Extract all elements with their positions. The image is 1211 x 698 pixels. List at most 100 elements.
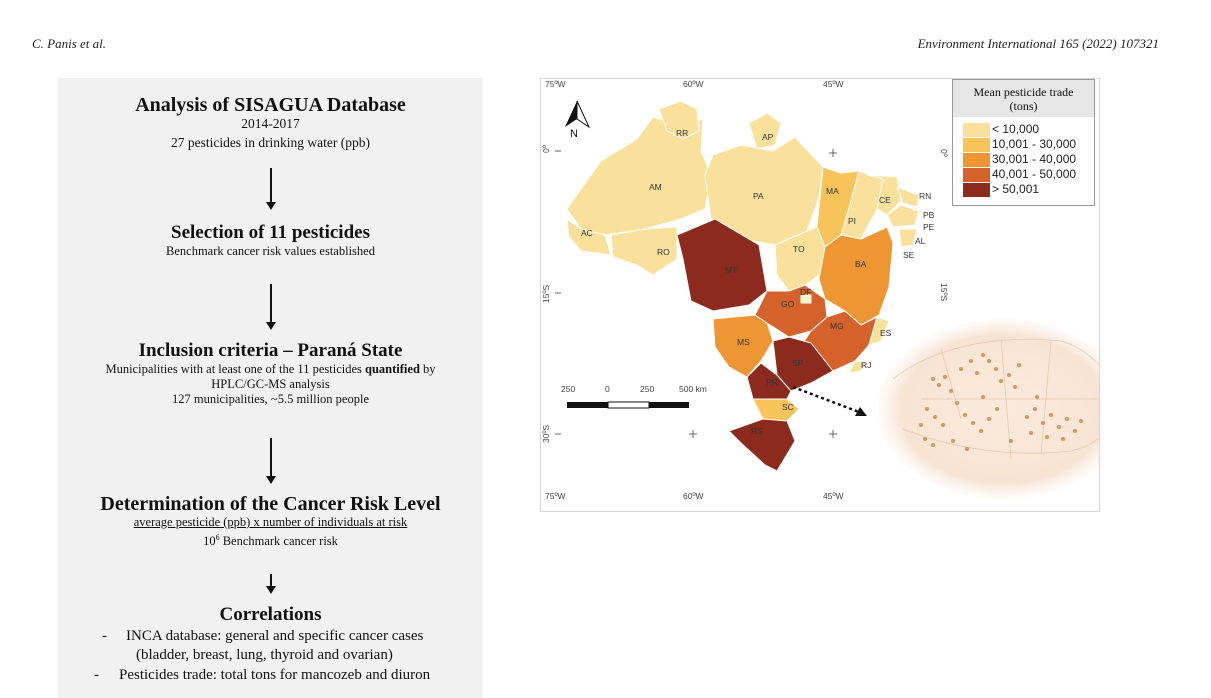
coord-label: 15ºS	[939, 283, 949, 302]
legend-label: 30,001 - 40,000	[992, 152, 1077, 166]
state-rs	[728, 418, 796, 472]
bullet-trade: Pesticides trade: total tons for mancoze…	[119, 667, 431, 683]
brazil-pesticide-map: 75ºW 60ºW 45ºW 75ºW 60ºW 45ºW 0º 15ºS 30…	[540, 78, 1100, 512]
legend-label: 40,001 - 50,000	[992, 167, 1077, 181]
step-inclusion: Inclusion criteria – Paraná State Munici…	[58, 340, 483, 407]
state-mt	[676, 218, 768, 312]
state-label: MT	[725, 265, 737, 275]
state-ba	[818, 226, 894, 326]
coord-label: 15ºS	[541, 284, 551, 303]
state-label: RJ	[861, 360, 871, 370]
scale-label: 250	[561, 384, 575, 394]
step-detail: 106 Benchmark cancer risk	[58, 530, 483, 549]
down-arrow	[265, 168, 276, 210]
scale-bar: 250 0 250 500 km	[561, 384, 707, 409]
legend-title-line: Mean pesticide trade	[973, 85, 1074, 99]
zoom-pointer-arrow	[792, 385, 867, 416]
north-label: N	[570, 128, 578, 140]
coord-label: 0º	[541, 145, 551, 153]
scale-label: 500 km	[679, 384, 707, 394]
legend-item: < 10,000	[953, 122, 1094, 137]
state-label: SE	[903, 250, 915, 260]
state-es	[868, 316, 890, 346]
legend-swatch	[963, 123, 990, 137]
coord-label: 0º	[939, 149, 949, 157]
detail-text: Municipalities with at least one of the …	[105, 362, 366, 376]
state-label: PE	[923, 222, 935, 232]
scale-label: 250	[640, 384, 654, 394]
state-label: SP	[792, 358, 804, 368]
detail-text: by	[419, 362, 436, 376]
state-al-se	[898, 228, 918, 248]
step-detail: Municipalities with at least one of the …	[58, 362, 483, 377]
state-sc	[752, 398, 800, 422]
coord-label: 75ºW	[545, 491, 566, 501]
state-label: RS	[751, 426, 763, 436]
step-correlations: Correlations	[58, 604, 483, 626]
down-arrow	[265, 574, 276, 594]
state-label: TO	[793, 244, 805, 254]
state-label: PA	[753, 191, 764, 201]
bullet-marker: -	[94, 667, 99, 683]
step-title: Correlations	[219, 604, 322, 625]
step-detail: 127 municipalities, ~5.5 million people	[171, 392, 369, 406]
detail-text: Benchmark cancer risk	[219, 534, 338, 549]
parana-zoom-inset	[878, 319, 1099, 499]
step-title: Determination of the Cancer Risk Level	[100, 493, 441, 515]
state-df	[800, 294, 812, 304]
coord-label: 60ºW	[683, 79, 704, 89]
state-rj	[848, 360, 868, 374]
state-ro	[610, 226, 678, 276]
coord-label: 30ºS	[541, 424, 551, 443]
state-ac	[566, 218, 612, 256]
state-label: CE	[879, 195, 891, 205]
state-label: BA	[855, 259, 867, 269]
state-label: PI	[848, 216, 856, 226]
step-years: 2014-2017	[241, 116, 300, 131]
state-am	[566, 116, 712, 236]
state-label: MG	[830, 321, 844, 331]
map-legend: Mean pesticide trade (tons) < 10,000 10,…	[952, 79, 1095, 206]
legend-title: Mean pesticide trade (tons)	[953, 80, 1094, 117]
detail-exponent: 6	[215, 533, 220, 542]
legend-title-line: (tons)	[1009, 99, 1038, 113]
state-label: SC	[782, 402, 794, 412]
scale-label: 0	[605, 384, 610, 394]
state-label: ES	[880, 328, 892, 338]
detail-emphasis: quantified	[365, 362, 420, 376]
state-label: MS	[737, 337, 750, 347]
state-label: AL	[915, 236, 926, 246]
coord-label: 45ºW	[823, 79, 844, 89]
legend-swatch	[963, 138, 990, 152]
coord-label: 60ºW	[683, 491, 704, 501]
down-arrow	[265, 438, 276, 484]
state-label: PB	[923, 210, 935, 220]
step-detail: 27 pesticides in drinking water (ppb)	[170, 135, 371, 150]
legend-item: > 50,001	[953, 182, 1094, 197]
methodology-flowchart: Analysis of SISAGUA Database 2014-2017 2…	[58, 78, 483, 698]
running-header-authors: C. Panis et al.	[32, 36, 107, 51]
legend-items: < 10,000 10,001 - 30,000 30,001 - 40,000…	[953, 117, 1094, 197]
state-pb-pe	[886, 204, 920, 228]
state-ms	[712, 314, 774, 378]
legend-label: > 50,001	[992, 182, 1040, 196]
state-label: MA	[826, 186, 839, 196]
legend-item: 40,001 - 50,000	[953, 167, 1094, 182]
state-rn	[896, 186, 920, 208]
state-label: RN	[919, 191, 931, 201]
bullet-inca-continued: (bladder, breast, lung, thyroid and ovar…	[136, 647, 393, 663]
step-detail: Benchmark cancer risk values established	[166, 244, 375, 258]
state-rr	[658, 100, 700, 140]
municipality-points	[919, 353, 1083, 451]
legend-label: 10,001 - 30,000	[992, 137, 1077, 151]
state-labels: RR AP AM PA MA CE RN PB PE PI AL SE AC R…	[581, 128, 935, 436]
brazil-states	[566, 100, 920, 472]
parana-municipality-lines	[892, 338, 1099, 460]
coord-label: 45ºW	[823, 491, 844, 501]
state-label: AM	[649, 182, 662, 192]
down-arrow	[265, 284, 276, 330]
step-detail: HPLC/GC-MS analysis	[211, 377, 330, 391]
step-sisagua: Analysis of SISAGUA Database 2014-2017 2…	[58, 94, 483, 151]
step-title: Analysis of SISAGUA Database	[135, 94, 406, 116]
step-title: Selection of 11 pesticides	[171, 222, 370, 243]
